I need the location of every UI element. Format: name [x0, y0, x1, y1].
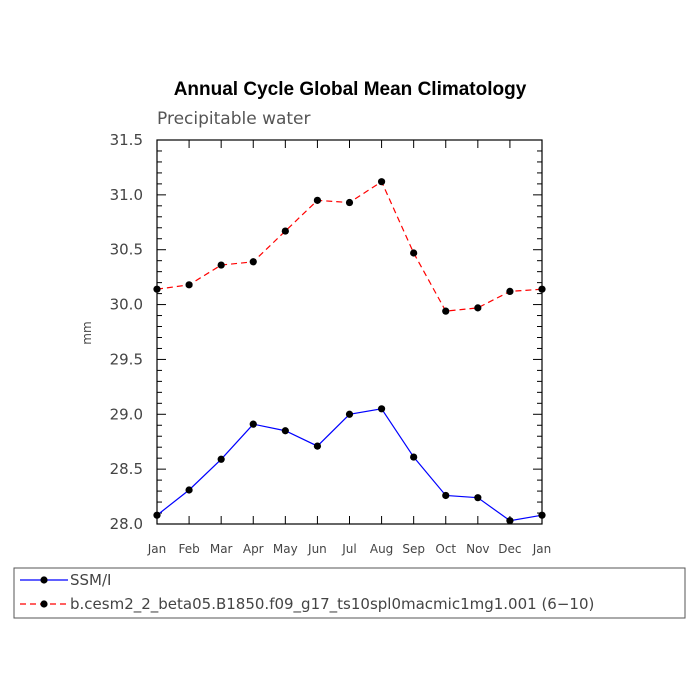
- data-point: [313, 196, 322, 204]
- data-point: [377, 178, 386, 186]
- data-point: [185, 281, 193, 289]
- x-tick-label: Jan: [532, 542, 552, 556]
- data-point: [506, 287, 514, 296]
- data-point: [474, 494, 482, 502]
- data-point: [410, 249, 418, 257]
- data-point: [538, 285, 546, 293]
- data-point: [474, 304, 482, 312]
- y-tick-label: 29.5: [110, 350, 143, 368]
- data-point: [442, 307, 450, 315]
- data-point: [442, 491, 450, 500]
- x-tick-label: Aug: [370, 542, 393, 556]
- data-point: [217, 261, 225, 269]
- x-tick-label: May: [273, 542, 298, 556]
- data-point: [249, 420, 257, 428]
- chart-title: Annual Cycle Global Mean Climatology: [174, 79, 527, 100]
- data-point: [185, 486, 193, 494]
- legend-item: b.cesm2_2_beta05.B1850.f09_g17_ts10spl0m…: [20, 595, 594, 614]
- data-point: [217, 455, 225, 463]
- x-tick-label: Feb: [178, 542, 199, 556]
- x-tick-label: Jan: [147, 542, 167, 556]
- x-tick-label: Dec: [498, 542, 521, 556]
- data-point: [249, 258, 257, 266]
- legend-label: b.cesm2_2_beta05.B1850.f09_g17_ts10spl0m…: [70, 595, 594, 614]
- y-tick-label: 30.5: [110, 241, 143, 259]
- x-tick-label: Mar: [210, 542, 233, 556]
- legend-box: [13, 567, 686, 619]
- data-point: [281, 227, 289, 235]
- data-point: [281, 427, 289, 435]
- data-point: [345, 410, 354, 418]
- x-tick-label: Sep: [402, 542, 425, 556]
- data-point: [538, 511, 546, 519]
- plot-frame: [156, 139, 543, 525]
- series-1: [153, 405, 546, 525]
- legend-label: SSM/I: [70, 571, 111, 589]
- data-point: [377, 405, 386, 413]
- data-point: [313, 442, 322, 450]
- data-point: [345, 198, 354, 207]
- y-tick-label: 28.0: [110, 515, 143, 533]
- data-point: [506, 517, 514, 525]
- data-point: [153, 511, 161, 519]
- series-2: [153, 178, 546, 315]
- legend-marker: [40, 576, 48, 584]
- x-tick-label: Nov: [466, 542, 489, 556]
- legend-marker: [40, 600, 48, 608]
- y-tick-label: 31.0: [110, 186, 143, 204]
- legend-item: SSM/I: [20, 571, 111, 589]
- x-tick-label: Apr: [243, 542, 264, 556]
- x-tick-label: Jul: [341, 542, 356, 556]
- x-tick-label: Jun: [307, 542, 327, 556]
- x-tick-label: Oct: [435, 542, 456, 556]
- data-point: [153, 285, 161, 293]
- chart-subtitle: Precipitable water: [157, 109, 311, 129]
- series-line: [156, 408, 543, 522]
- data-point: [410, 453, 418, 461]
- y-tick-label: 31.5: [110, 131, 143, 149]
- y-axis-label: mm: [80, 321, 94, 344]
- y-tick-label: 30.0: [110, 296, 143, 314]
- y-tick-label: 28.5: [110, 460, 143, 478]
- y-tick-label: 29.0: [110, 405, 143, 423]
